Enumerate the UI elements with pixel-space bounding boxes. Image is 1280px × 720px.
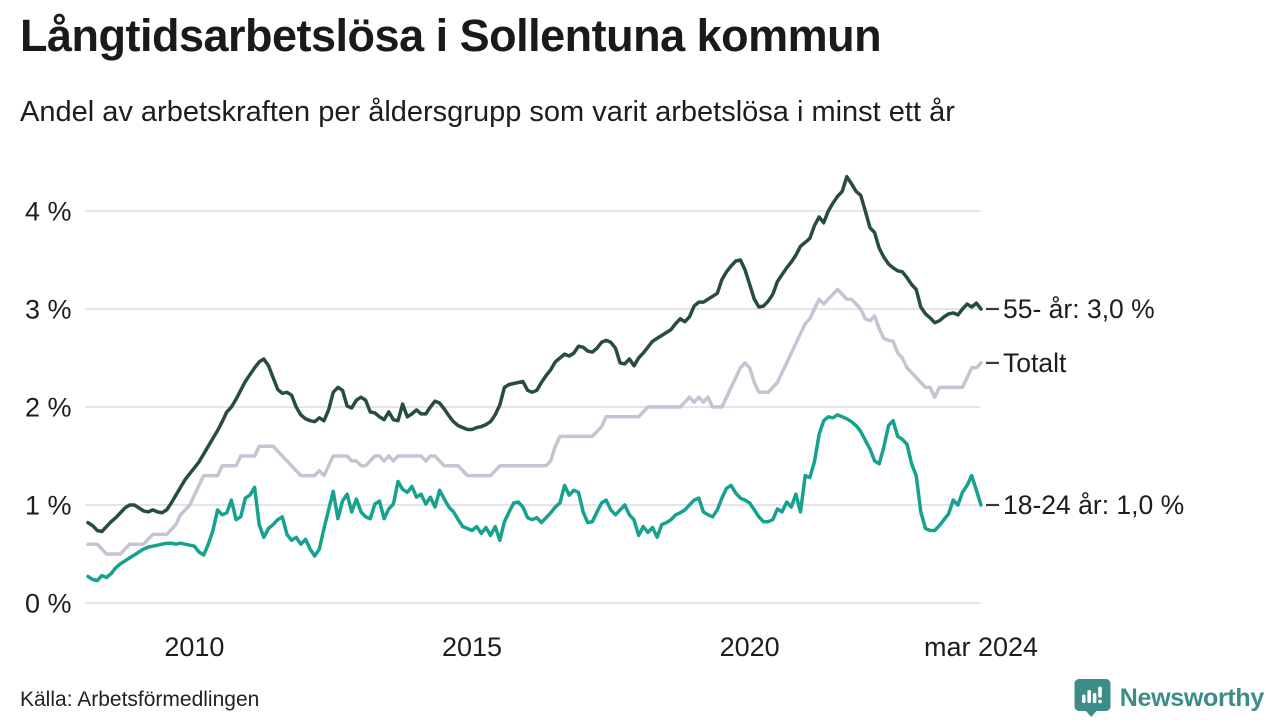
series-line-55- år	[86, 174, 983, 534]
series-end-label: 18-24 år: 1,0 %	[1003, 490, 1184, 520]
chart-subtitle: Andel av arbetskraften per åldersgrupp s…	[20, 96, 955, 128]
series-line-Totalt	[86, 287, 983, 556]
series-end-label: Totalt	[1003, 348, 1067, 378]
page-title: Långtidsarbetslösa i Sollentuna kommun	[20, 10, 882, 61]
x-axis-tick-label: 2010	[164, 632, 224, 662]
series-line-18-24 år	[86, 413, 983, 583]
y-axis-tick-label: 1 %	[25, 491, 72, 521]
newsworthy-logo[interactable]: Newsworthy	[1074, 678, 1264, 718]
y-axis-tick-label: 0 %	[25, 589, 72, 619]
source-note: Källa: Arbetsförmedlingen	[20, 688, 260, 711]
y-axis-tick-label: 4 %	[25, 197, 72, 227]
x-axis-tick-label: 2020	[720, 632, 780, 662]
y-axis-tick-label: 3 %	[25, 295, 72, 325]
brand-name: Newsworthy	[1119, 683, 1265, 712]
x-axis-tick-label: 2015	[442, 632, 502, 662]
y-axis-tick-label: 2 %	[25, 393, 72, 423]
series-end-label: 55- år: 3,0 %	[1003, 294, 1155, 324]
x-axis-tick-label: mar 2024	[924, 632, 1038, 662]
bar-chart-speech-bubble-icon	[1074, 678, 1112, 718]
